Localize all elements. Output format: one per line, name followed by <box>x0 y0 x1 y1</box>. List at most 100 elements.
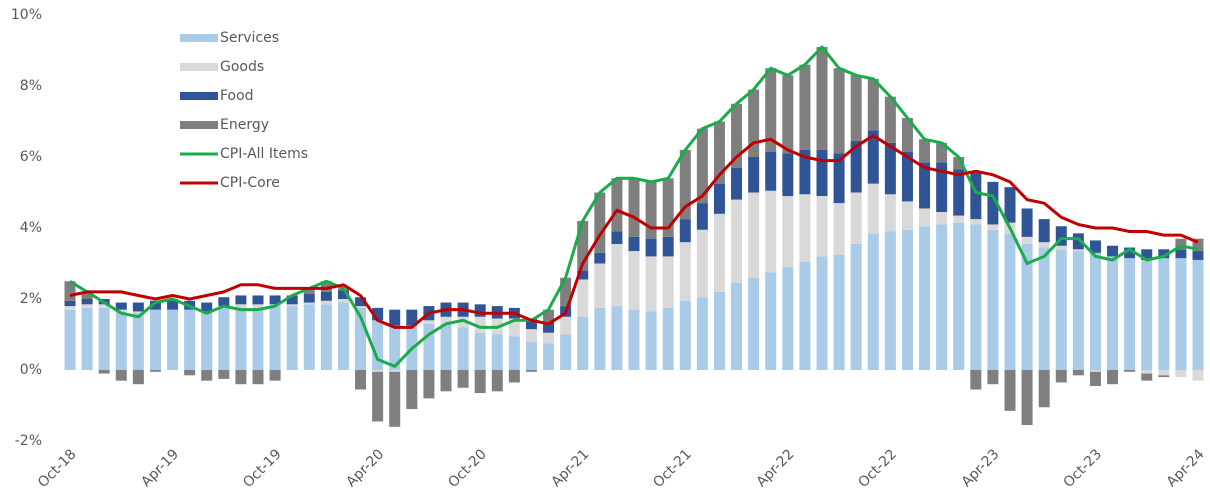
bar-segment <box>953 169 965 216</box>
bar-segment <box>98 370 110 374</box>
bar-segment <box>731 167 743 200</box>
bar-segment <box>765 190 777 273</box>
bar-segment <box>1038 242 1050 248</box>
bar-segment <box>1192 238 1204 252</box>
bar-segment <box>423 370 435 399</box>
bar-segment <box>696 297 708 370</box>
y-tick-label: 2% <box>20 291 42 307</box>
x-tick-label: Apr-20 <box>343 446 387 490</box>
bar-segment <box>1175 258 1187 370</box>
bar-segment <box>1089 240 1101 253</box>
x-tick-label: Oct-20 <box>445 446 490 491</box>
bar-segment <box>337 302 349 370</box>
bar-segment <box>577 279 589 317</box>
bar-segment <box>577 316 589 370</box>
bar-segment <box>149 300 161 310</box>
bar-segment <box>816 46 828 150</box>
bar-segment <box>628 251 640 310</box>
bar-segment <box>713 213 725 292</box>
bar-segment <box>1141 373 1153 381</box>
bar-segment <box>457 370 469 388</box>
bar-segment <box>1021 236 1033 244</box>
bar-segment <box>1038 247 1050 370</box>
bar-segment <box>884 194 896 232</box>
bar-segment <box>799 194 811 262</box>
bar-segment <box>440 370 452 392</box>
bar-segment <box>218 307 230 370</box>
bar-segment <box>765 68 777 152</box>
bar-segment <box>594 263 606 308</box>
bar-segment <box>594 307 606 370</box>
bar-segment <box>1192 259 1204 370</box>
bar-segment <box>1175 249 1187 259</box>
bar-segment <box>696 128 708 204</box>
y-tick-label: -2% <box>15 433 42 449</box>
bar-segment <box>269 306 281 370</box>
bar-segment <box>457 316 469 328</box>
bar-segment <box>81 304 93 308</box>
bar-segment <box>406 309 418 326</box>
bar-segment <box>1124 258 1136 370</box>
bar-segment <box>953 222 965 370</box>
bar-segment <box>1141 249 1153 260</box>
y-tick-label: 0% <box>20 362 42 378</box>
bar-segment <box>64 306 76 310</box>
bar-segment <box>731 199 743 284</box>
bar-segment <box>132 302 144 312</box>
bar-segment <box>218 297 230 307</box>
y-tick-label: 6% <box>20 149 42 165</box>
bar-segment <box>628 236 640 252</box>
bar-segment <box>987 370 999 385</box>
bar-segment <box>98 307 110 370</box>
bar-segment <box>970 172 982 220</box>
bar-segment <box>201 302 213 312</box>
bar-segment <box>372 370 384 372</box>
bar-segment <box>508 318 520 337</box>
bar-segment <box>525 318 537 330</box>
bar-segment <box>713 121 725 184</box>
bar-segment <box>286 295 298 305</box>
bar-segment <box>457 327 469 370</box>
bar-segment <box>833 254 845 370</box>
bar-segment <box>81 299 93 305</box>
bar-segment <box>645 181 657 239</box>
bar-segment <box>850 243 862 370</box>
bar-segment <box>662 178 674 237</box>
bar-segment <box>1072 251 1084 370</box>
bar-segment <box>303 293 315 303</box>
bar-segment <box>713 183 725 214</box>
bar-segment <box>577 220 589 271</box>
bar-segment <box>252 307 264 370</box>
x-tick-label: Oct-23 <box>1061 446 1106 491</box>
bar-segment <box>474 370 486 394</box>
bar-segment <box>884 96 896 143</box>
bar-segment <box>372 320 384 370</box>
bar-segment <box>167 309 179 370</box>
bar-segment <box>337 290 349 299</box>
bar-segment <box>1141 259 1153 370</box>
bar-segment <box>132 311 144 314</box>
line <box>69 45 1199 368</box>
bar-segment <box>1089 252 1101 370</box>
legend-swatch <box>180 63 218 71</box>
bar-segment <box>679 300 691 370</box>
x-tick-label: Apr-21 <box>548 446 592 490</box>
bar-segment <box>867 130 879 184</box>
bar-segment <box>474 332 486 370</box>
bar-segment <box>355 370 367 390</box>
bar-segment <box>201 311 213 370</box>
bar-segment <box>1021 208 1033 237</box>
bar-segment <box>337 299 349 303</box>
bar-segment <box>184 309 196 370</box>
bar-segment <box>645 256 657 312</box>
bar-segment <box>543 309 555 323</box>
bar-segment <box>218 370 230 379</box>
bar-segment <box>355 307 367 370</box>
bar-segment <box>936 224 948 370</box>
legend-label: Goods <box>220 59 264 75</box>
bar-segment <box>1055 370 1067 383</box>
bar-segment <box>132 370 144 385</box>
bar-segment <box>115 309 127 312</box>
x-tick-label: Oct-21 <box>650 446 695 491</box>
